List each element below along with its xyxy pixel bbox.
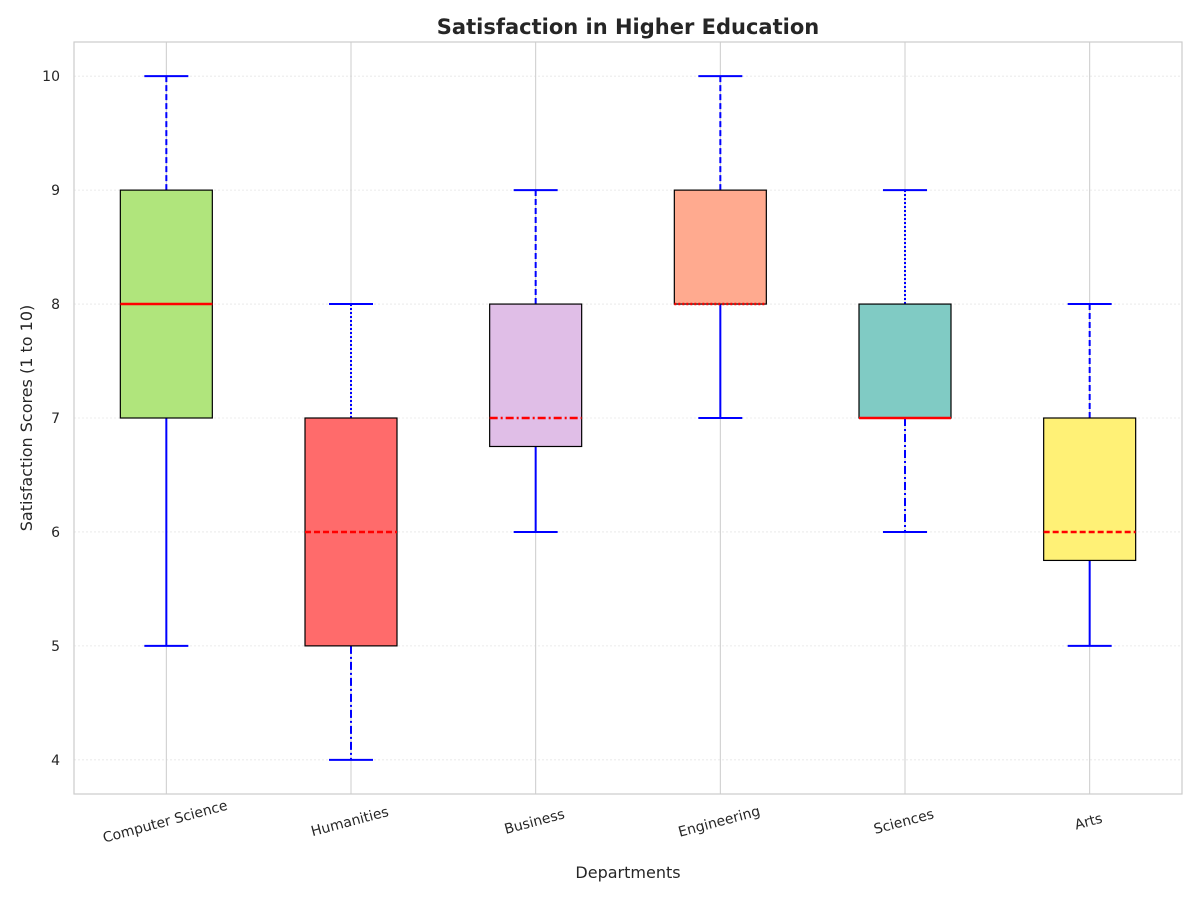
x-axis-label: Departments [575,863,680,882]
y-tick-label: 9 [51,183,60,199]
box [673,189,767,305]
box-group [304,303,398,761]
y-tick-label: 6 [51,525,60,541]
y-tick-label: 10 [42,69,60,85]
y-tick-label: 5 [51,639,60,655]
x-tick-label: Arts [1073,811,1104,834]
y-tick-label: 7 [51,411,60,427]
box [489,303,583,448]
box [1043,417,1137,562]
plot-frame [73,41,1183,795]
y-tick-label: 4 [51,753,60,769]
y-axis-label: Satisfaction Scores (1 to 10) [17,305,36,531]
boxes [119,75,1137,761]
box-group [1043,303,1137,647]
y-tick-label: 8 [51,297,60,313]
y-axis-ticks: 4 5 6 7 8 9 10 [42,69,60,769]
chart-title: Satisfaction in Higher Education [437,15,819,39]
box-group [858,189,952,533]
box [858,303,952,419]
box-group [489,189,583,533]
box-group [673,75,767,419]
box-group [119,75,213,647]
